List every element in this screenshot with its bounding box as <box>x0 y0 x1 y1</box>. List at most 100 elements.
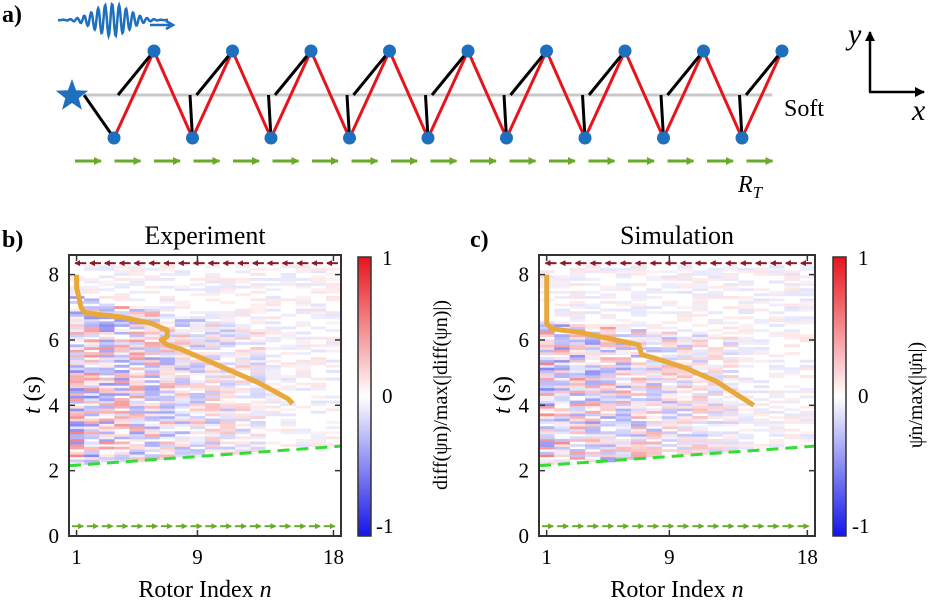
heatmap-cell <box>235 415 251 419</box>
heatmap-cell <box>265 375 281 378</box>
heatmap-cell <box>295 372 312 376</box>
heatmap-cell <box>539 454 555 458</box>
heatmap-cell <box>310 436 327 440</box>
heatmap-cell <box>707 367 724 371</box>
heatmap-cell <box>220 321 236 325</box>
heatmap-cell <box>569 418 586 422</box>
heatmap-cell <box>220 446 236 450</box>
heatmap-cell <box>554 431 570 435</box>
heatmap-cell <box>189 318 206 322</box>
heatmap-cell <box>144 380 160 384</box>
heatmap-cell <box>723 408 739 412</box>
heatmap-cell <box>220 331 236 335</box>
heatmap-cell <box>310 438 327 442</box>
heatmap-cell <box>280 331 296 335</box>
heatmap-cell <box>692 441 708 445</box>
heatmap-cell <box>129 454 145 458</box>
heatmap-cell <box>250 364 266 368</box>
heatmap-cell <box>707 375 724 378</box>
heatmap-cell <box>753 308 770 312</box>
heatmap-cell <box>723 418 739 422</box>
heatmap-cell <box>69 377 85 381</box>
heatmap-cell <box>220 290 236 294</box>
heatmap-cell <box>129 392 145 396</box>
heatmap-cell <box>753 421 770 424</box>
heatmap-cell <box>738 324 754 327</box>
heatmap-cell <box>707 400 724 404</box>
heatmap-cell <box>84 318 100 322</box>
heatmap-cell <box>738 446 754 450</box>
heatmap-cell <box>235 382 251 386</box>
heatmap-cell <box>205 334 221 338</box>
heatmap-cell <box>189 321 206 325</box>
star-icon <box>55 79 89 110</box>
heatmap-cell <box>205 441 221 445</box>
heatmap-cell <box>250 318 266 322</box>
heatmap-cell <box>69 370 85 373</box>
heatmap-cell <box>129 313 145 317</box>
heatmap-cell <box>585 438 601 442</box>
heatmap-cell <box>600 329 616 332</box>
heatmap-cell <box>144 364 160 368</box>
heatmap-cell <box>738 421 754 424</box>
heatmap-cell <box>784 293 800 297</box>
heatmap-cell <box>569 385 586 389</box>
heatmap-cell <box>114 375 130 378</box>
heatmap-cell <box>692 426 708 430</box>
heatmap-cell <box>280 313 296 317</box>
heatmap-cell <box>600 408 616 412</box>
heatmap-cell <box>539 375 555 378</box>
heatmap-cell <box>310 344 327 348</box>
heatmap-cell <box>129 456 145 460</box>
black-link <box>267 94 273 139</box>
heatmap-cell <box>69 433 85 437</box>
heatmap-cell <box>569 436 586 440</box>
heatmap-cell <box>753 339 770 343</box>
heatmap-cell <box>661 408 678 412</box>
heatmap-cell <box>220 326 236 330</box>
heatmap-cell <box>539 431 555 435</box>
heatmap-cell <box>723 267 739 271</box>
heatmap-cell <box>677 449 693 452</box>
heatmap-cell <box>569 405 586 409</box>
heatmap-cell <box>84 326 100 330</box>
heatmap-cell <box>295 311 312 315</box>
heatmap-cell <box>707 372 724 376</box>
heatmap-cell <box>707 392 724 396</box>
heatmap-cell <box>769 280 785 284</box>
heatmap-cell <box>769 395 785 399</box>
heatmap-cell <box>661 349 678 353</box>
heatmap-cell <box>707 295 724 299</box>
heatmap-cell <box>114 341 130 345</box>
heatmap-cell <box>692 354 708 358</box>
heatmap-cell <box>569 413 586 417</box>
heatmap-cell <box>539 418 555 422</box>
heatmap-cell <box>235 265 251 269</box>
black-link <box>502 94 508 139</box>
heatmap-cell <box>114 265 130 269</box>
heatmap-cell <box>295 283 312 286</box>
heatmap-cell <box>631 334 647 338</box>
heatmap-cell <box>265 278 281 281</box>
heatmap-cell <box>600 285 616 289</box>
heatmap-cell <box>723 421 739 424</box>
heatmap-cell <box>692 387 708 391</box>
black-link <box>666 50 705 96</box>
heatmap-cell <box>295 265 312 269</box>
heatmap-cell <box>265 326 281 330</box>
heatmap-cell <box>615 418 632 422</box>
heatmap-cell <box>84 285 100 289</box>
black-link <box>116 50 156 96</box>
heatmap-cell <box>631 311 647 315</box>
heatmap-cell <box>615 364 632 368</box>
heatmap-cell <box>159 454 176 458</box>
heatmap-cell <box>280 418 296 422</box>
heatmap-cell <box>205 280 221 284</box>
heatmap-cell <box>69 354 85 358</box>
heatmap-cell <box>707 423 724 427</box>
heatmap-cell <box>69 413 85 417</box>
heatmap-cell <box>615 301 632 304</box>
heatmap-cell <box>585 382 601 386</box>
heatmap-cell <box>250 354 266 358</box>
heatmap-cell <box>220 339 236 343</box>
